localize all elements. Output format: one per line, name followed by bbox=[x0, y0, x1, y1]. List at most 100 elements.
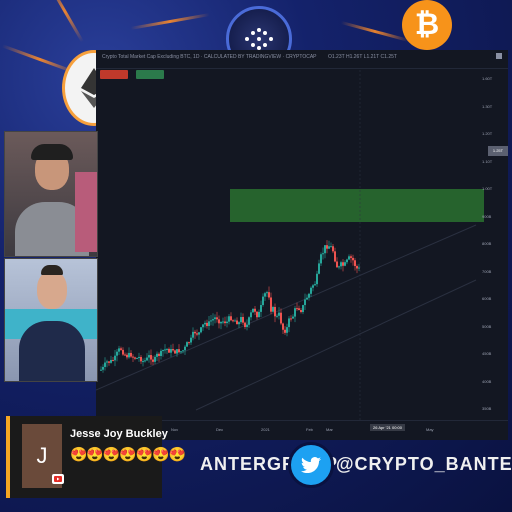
neon-light bbox=[75, 172, 97, 252]
candle-body bbox=[276, 315, 278, 317]
candle-body bbox=[304, 299, 306, 306]
light-ray bbox=[46, 0, 84, 43]
candle-body bbox=[156, 353, 158, 357]
candle-body bbox=[148, 355, 150, 358]
price-tick: 1.60T bbox=[482, 76, 493, 81]
candle-body bbox=[314, 284, 316, 286]
candle-body bbox=[160, 350, 162, 356]
candle-body bbox=[204, 322, 206, 325]
candle-body bbox=[306, 297, 308, 300]
candle-body bbox=[138, 356, 140, 359]
host-webcam bbox=[4, 131, 98, 257]
price-tick: 450B bbox=[482, 351, 492, 356]
candle-body bbox=[280, 312, 282, 324]
candle-body bbox=[328, 246, 330, 249]
candle-body bbox=[224, 321, 226, 324]
candle-body bbox=[186, 342, 188, 347]
candle-body bbox=[188, 342, 190, 344]
candle-body bbox=[238, 322, 240, 325]
support-zone bbox=[230, 189, 484, 222]
candle-body bbox=[310, 287, 312, 294]
time-tick: 2021 bbox=[261, 427, 270, 432]
candle-body bbox=[116, 351, 118, 356]
candle-body bbox=[202, 324, 204, 328]
candle-body bbox=[190, 337, 192, 343]
price-tick: 350B bbox=[482, 406, 492, 411]
social-banner: ANTERGROUP @CRYPTO_BANTER bbox=[158, 442, 512, 488]
price-tick: 700B bbox=[482, 268, 492, 274]
guest-webcam bbox=[4, 258, 98, 382]
candle-body bbox=[264, 293, 266, 297]
candle-body bbox=[248, 317, 250, 325]
candle-body bbox=[236, 320, 238, 325]
candle-body bbox=[170, 349, 172, 353]
candle-body bbox=[114, 355, 116, 361]
candle-body bbox=[316, 273, 318, 285]
candle-body bbox=[318, 263, 320, 274]
candle-body bbox=[212, 319, 214, 321]
chart-canvas bbox=[96, 70, 484, 420]
candle-body bbox=[252, 308, 254, 313]
candle-body bbox=[262, 296, 264, 306]
candle-body bbox=[234, 320, 236, 322]
candle-body bbox=[352, 257, 354, 261]
candle-body bbox=[124, 354, 126, 356]
candle-body bbox=[196, 333, 198, 335]
candle-body bbox=[192, 331, 194, 338]
price-tick: 900B bbox=[482, 213, 492, 219]
superchat-card: J Jesse Joy Buckley 😍😍😍😍😍😍😍 bbox=[6, 416, 186, 498]
price-axis: 1.60T 1.30T 1.20T 1.10T 1.00T 900B 800B 700B 600… bbox=[478, 68, 508, 420]
bitcoin-icon: ₿ bbox=[402, 0, 452, 50]
candle-body bbox=[134, 357, 136, 359]
chat-message: 😍😍😍😍😍😍😍 bbox=[70, 446, 186, 462]
candle-body bbox=[168, 348, 170, 353]
candle-body bbox=[174, 350, 176, 354]
candle-body bbox=[240, 317, 242, 323]
buy-button[interactable] bbox=[136, 70, 164, 79]
candle-body bbox=[242, 317, 244, 323]
candle-body bbox=[284, 329, 286, 333]
candle-body bbox=[342, 262, 344, 266]
price-tick: 800B bbox=[482, 241, 492, 246]
candle-body bbox=[182, 350, 184, 352]
headphones-icon bbox=[31, 144, 73, 160]
candle-body bbox=[334, 251, 336, 262]
candle-body bbox=[218, 319, 220, 324]
candle-body bbox=[130, 352, 132, 357]
candle-body bbox=[356, 266, 358, 269]
candle-body bbox=[110, 359, 112, 363]
candle-body bbox=[208, 321, 210, 327]
price-tick: 1.20T bbox=[482, 131, 493, 136]
candle-body bbox=[298, 308, 300, 311]
candle-body bbox=[254, 308, 256, 312]
candle-body bbox=[336, 261, 338, 268]
candle-body bbox=[244, 322, 246, 328]
candle-body bbox=[120, 348, 122, 350]
candle-body bbox=[106, 361, 108, 363]
candle-body bbox=[226, 321, 228, 324]
candle-body bbox=[162, 350, 164, 352]
price-tick: 1.30T bbox=[482, 103, 493, 109]
candle-body bbox=[112, 359, 114, 361]
price-tick: 500B bbox=[482, 323, 492, 329]
candle-body bbox=[184, 346, 186, 351]
candle-body bbox=[288, 318, 290, 328]
candle-body bbox=[256, 311, 258, 318]
candle-body bbox=[228, 316, 230, 322]
candle-body bbox=[260, 305, 262, 312]
candle-body bbox=[142, 361, 144, 363]
sell-button[interactable] bbox=[100, 70, 128, 79]
price-chart[interactable]: Crypto Total Market Cap Excluding BTC, 1… bbox=[96, 50, 508, 440]
settings-icon[interactable] bbox=[496, 53, 502, 59]
candle-body bbox=[350, 256, 352, 258]
candle-body bbox=[302, 305, 304, 313]
candle-body bbox=[230, 316, 232, 321]
candle-body bbox=[282, 323, 284, 330]
candle-body bbox=[330, 246, 332, 248]
light-ray bbox=[130, 13, 210, 30]
candle-body bbox=[132, 356, 134, 358]
candle-body bbox=[286, 327, 288, 333]
candle-body bbox=[108, 361, 110, 363]
price-tick: 600B bbox=[482, 296, 492, 301]
